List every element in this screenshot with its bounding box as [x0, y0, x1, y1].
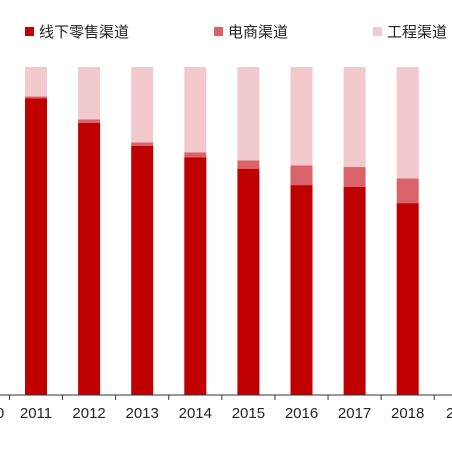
bar-2018-series-1: [396, 178, 419, 204]
bar-2016-series-1: [290, 165, 313, 186]
bar-2014-series-0: [184, 157, 207, 395]
x-tick-label-2015: 2015: [232, 405, 265, 422]
x-tick-label-2011: 2011: [20, 405, 52, 422]
legend-label-1: 电商渠道: [228, 23, 288, 41]
bars: [25, 67, 419, 395]
x-tick-label-2018: 2018: [391, 405, 424, 422]
bar-2012-series-0: [78, 122, 101, 395]
bar-2012-series-2: [78, 67, 101, 120]
x-tick-label-2017: 2017: [338, 405, 371, 422]
bar-2015-series-0: [237, 168, 260, 395]
x-tick-label-2016: 2016: [285, 405, 318, 422]
bar-2015-series-1: [237, 160, 260, 169]
legend-label-2: 工程渠道: [387, 23, 447, 41]
legend-label-0: 线下零售渠道: [39, 23, 129, 41]
bar-2011-series-1: [25, 96, 47, 99]
bar-2015-series-2: [237, 67, 260, 161]
bar-2013-series-1: [131, 142, 154, 146]
bar-2014-series-1: [184, 152, 207, 158]
x-axis-tick-labels: 0 2011 2012 2013 2014 2015 2016 2017 2018 2: [0, 405, 452, 422]
bar-2016-series-2: [290, 67, 313, 166]
legend-swatch-2: [373, 27, 382, 36]
legend-swatch-1: [214, 27, 223, 36]
bar-2017-series-0: [343, 186, 366, 395]
x-tick-label-2014: 2014: [179, 405, 212, 422]
x-tick-label-2012: 2012: [72, 405, 105, 422]
bar-2018-series-2: [396, 67, 419, 179]
bar-2017-series-1: [343, 167, 366, 187]
x-tick-label-clipped-right: 2: [446, 405, 452, 422]
x-tick-label-2013: 2013: [126, 405, 159, 422]
bar-2017-series-2: [343, 67, 366, 168]
bar-2011-series-0: [25, 98, 47, 395]
x-axis-ticks: [8, 395, 435, 400]
bar-2018-series-0: [396, 203, 419, 395]
bar-2011-series-2: [25, 67, 47, 97]
bar-2012-series-1: [78, 119, 101, 123]
bar-2013-series-2: [131, 67, 154, 143]
bar-2014-series-2: [184, 67, 207, 153]
legend-swatch-0: [25, 27, 34, 36]
legend: 线下零售渠道 电商渠道 工程渠道: [25, 23, 447, 41]
bar-2013-series-0: [131, 145, 154, 395]
x-tick-label-clipped-left: 0: [0, 405, 4, 422]
bar-2016-series-0: [290, 185, 313, 395]
